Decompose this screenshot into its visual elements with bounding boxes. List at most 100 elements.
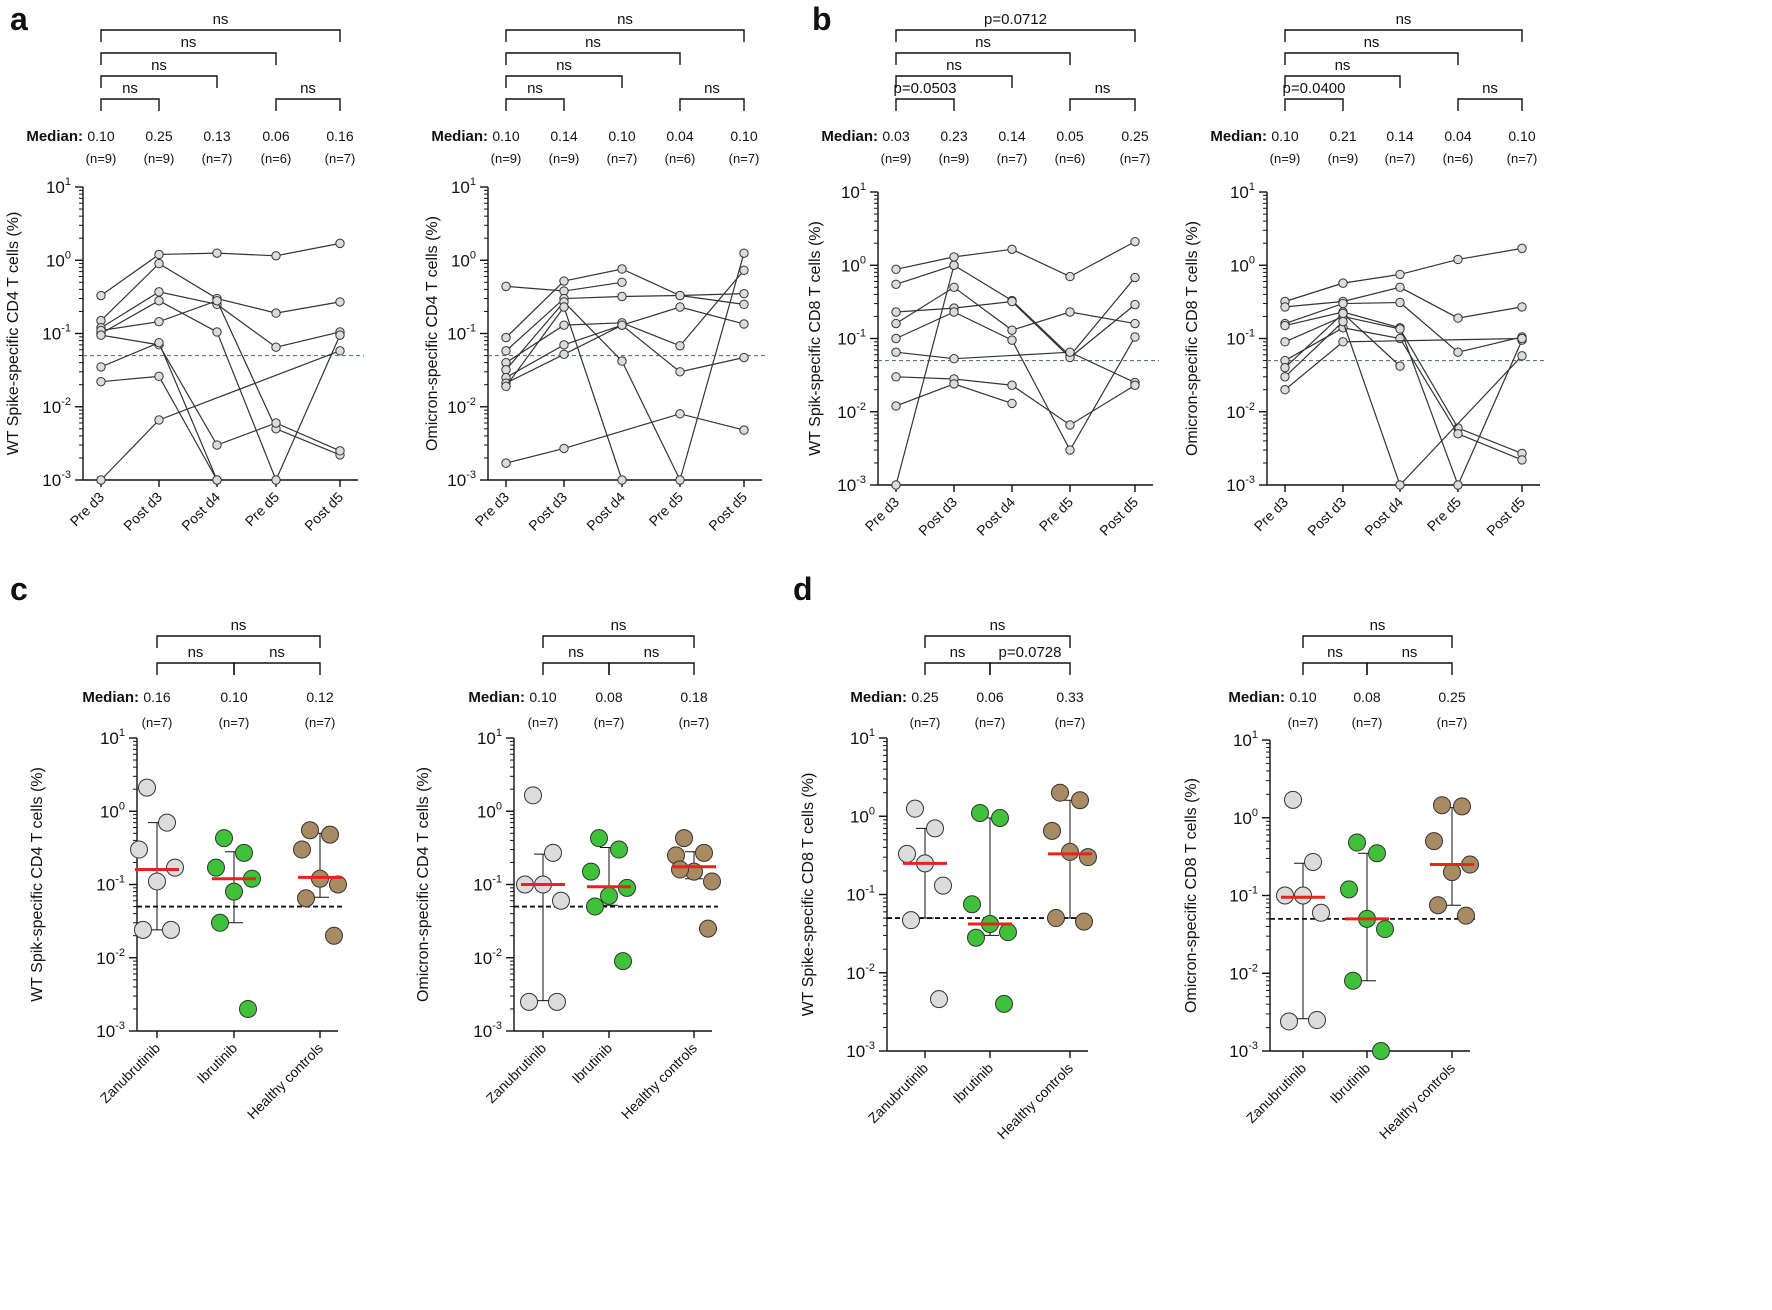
series-point xyxy=(1065,271,1075,282)
x-tick-label: Healthy controls xyxy=(618,1040,700,1122)
y-tick-label: 10-2 xyxy=(846,962,875,983)
y-tick-label: 10-2 xyxy=(1226,401,1255,422)
series-point xyxy=(891,480,901,490)
data-point xyxy=(148,872,166,891)
data-point xyxy=(971,804,989,823)
n-label: (n=7) xyxy=(325,151,356,166)
series-line xyxy=(1284,320,1523,487)
data-point xyxy=(1280,1012,1298,1031)
series-point xyxy=(1395,324,1405,334)
x-tick-label: Post d4 xyxy=(1361,494,1406,539)
data-point xyxy=(934,876,952,895)
data-point xyxy=(1047,909,1065,928)
comparison-bracket xyxy=(1457,98,1523,111)
median-value: 0.10 xyxy=(608,128,635,144)
series-point xyxy=(154,316,164,327)
series-point xyxy=(335,446,345,456)
series-point xyxy=(154,249,164,260)
comparison-bracket xyxy=(1069,98,1136,111)
y-tick-label: 10-3 xyxy=(1226,474,1255,495)
series-point xyxy=(1338,308,1348,319)
comparison-bracket xyxy=(505,75,623,88)
series-point xyxy=(501,281,511,292)
series-point xyxy=(154,258,164,269)
x-tick-label: Post d5 xyxy=(705,489,750,534)
series-point xyxy=(617,320,627,330)
series-point xyxy=(949,282,959,293)
y-axis-title: WT Spike-specific CD8 T cells (%) xyxy=(800,773,817,1017)
comparison-bracket xyxy=(895,75,1013,88)
median-value: 0.10 xyxy=(730,128,757,144)
data-point xyxy=(524,786,542,805)
x-tick-label: Zanubrutinib xyxy=(97,1040,163,1106)
series-point xyxy=(1065,420,1075,430)
x-tick-label: Ibrutinib xyxy=(194,1040,241,1087)
y-tick-label: 10-1 xyxy=(473,874,502,895)
n-label: (n=7) xyxy=(1352,715,1383,730)
data-point xyxy=(325,926,343,945)
comparison-bracket xyxy=(100,98,160,111)
data-point xyxy=(134,920,152,939)
series-point xyxy=(675,290,685,301)
n-label: (n=7) xyxy=(1437,715,1468,730)
y-axis-title: Omicron-specific CD4 T cells (%) xyxy=(424,216,441,451)
y-tick-label: 10-2 xyxy=(96,947,125,968)
series-point xyxy=(559,320,569,330)
n-label: (n=6) xyxy=(1055,151,1086,166)
series-point xyxy=(891,347,901,357)
x-tick-label: Pre d3 xyxy=(472,489,513,530)
median-value: 0.33 xyxy=(1056,689,1083,705)
median-value: 0.10 xyxy=(1508,128,1535,144)
n-label: (n=7) xyxy=(679,715,710,730)
comparison-label: ns xyxy=(1482,80,1498,97)
data-point xyxy=(703,872,721,891)
y-tick-label: 101 xyxy=(46,176,71,197)
comparison-label: ns xyxy=(231,617,247,634)
series-point xyxy=(96,290,106,301)
series-point xyxy=(1280,384,1290,395)
y-tick-label: 100 xyxy=(477,800,502,821)
comparison-label: ns xyxy=(527,80,543,97)
panel-letter: d xyxy=(793,571,813,607)
series-point xyxy=(1517,455,1527,465)
comparison-label: ns xyxy=(300,80,316,97)
data-point xyxy=(1284,790,1302,809)
median-value: 0.21 xyxy=(1329,128,1356,144)
series-point xyxy=(1130,299,1140,310)
x-tick-label: Zanubrutinib xyxy=(1243,1060,1309,1126)
series-line xyxy=(100,341,218,481)
series-point xyxy=(1395,361,1405,371)
median-value: 0.18 xyxy=(680,689,707,705)
data-point xyxy=(1075,912,1093,931)
series-line xyxy=(505,324,745,384)
series-point xyxy=(501,346,511,356)
comparison-bracket xyxy=(1366,662,1453,675)
series-point xyxy=(1338,316,1348,327)
comparison-bracket xyxy=(100,75,218,88)
data-point xyxy=(898,844,916,863)
comparison-label: ns xyxy=(617,11,633,28)
comparison-label: p=0.0400 xyxy=(1283,80,1346,97)
series-point xyxy=(501,381,511,392)
comparison-bracket xyxy=(100,29,341,42)
data-point xyxy=(1043,821,1061,840)
median-value: 0.13 xyxy=(203,128,230,144)
y-tick-label: 101 xyxy=(477,727,502,748)
median-row-label: Median: xyxy=(1210,128,1267,145)
series-point xyxy=(96,330,106,340)
data-point xyxy=(1294,886,1312,905)
data-point xyxy=(1425,832,1443,851)
y-tick-label: 10-3 xyxy=(1229,1040,1258,1061)
n-label: (n=9) xyxy=(144,151,175,166)
series-point xyxy=(212,440,222,450)
series-point xyxy=(1338,337,1348,347)
series-point xyxy=(1280,320,1290,331)
series-point xyxy=(271,475,281,485)
data-point xyxy=(1457,906,1475,925)
median-value: 0.03 xyxy=(882,128,909,144)
series-point xyxy=(675,302,685,312)
series-point xyxy=(154,415,164,425)
x-tick-label: Pre d3 xyxy=(862,494,903,535)
series-point xyxy=(1395,297,1405,308)
